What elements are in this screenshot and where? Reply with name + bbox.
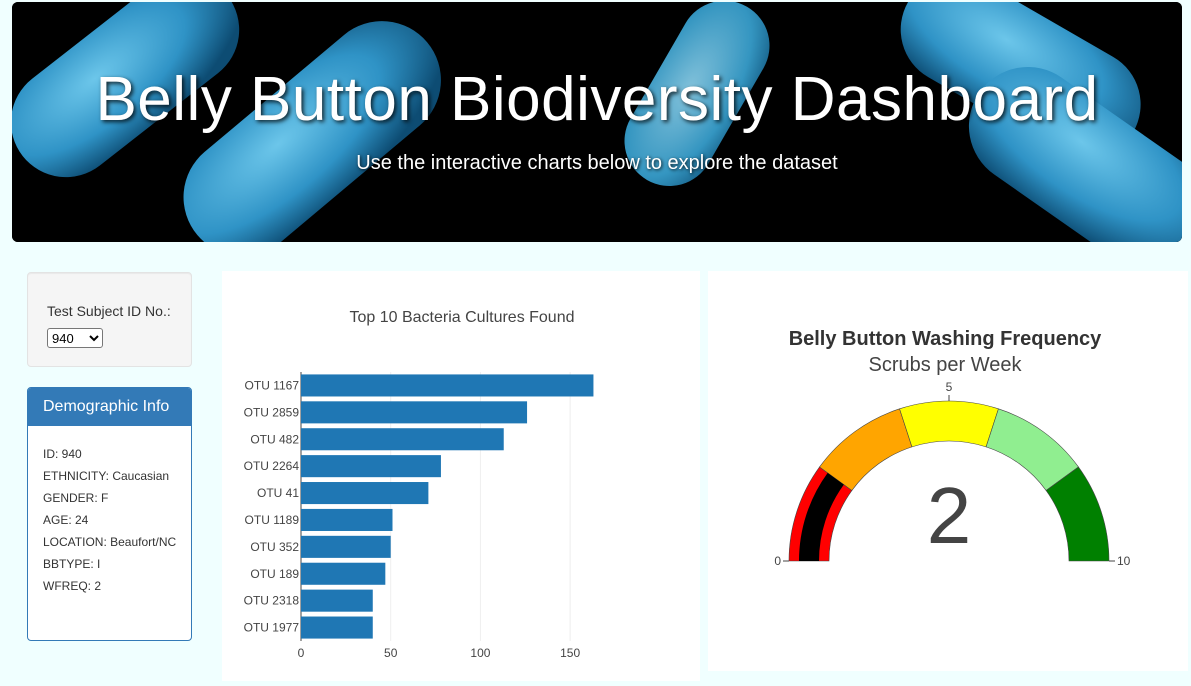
- demographic-info-panel: Demographic Info ID: 940 ETHNICITY: Cauc…: [27, 387, 192, 641]
- gauge-tick-label: 5: [946, 380, 953, 394]
- subject-id-label: Test Subject ID No.:: [47, 303, 171, 319]
- page-title: Belly Button Biodiversity Dashboard: [95, 65, 1099, 134]
- y-tick-label: OTU 189: [250, 567, 299, 581]
- x-tick-label: 50: [384, 646, 398, 660]
- gauge-band: [1045, 466, 1110, 562]
- demographic-item-wfreq: WFREQ: 2: [43, 579, 102, 593]
- gauge-chart-card: Belly Button Washing Frequency Scrubs pe…: [708, 271, 1188, 671]
- y-tick-label: OTU 1167: [245, 378, 300, 392]
- demographic-list: ID: 940 ETHNICITY: Caucasian GENDER: F A…: [28, 426, 191, 593]
- y-tick-label: OTU 2264: [244, 459, 300, 473]
- demographic-item-age: AGE: 24: [43, 513, 89, 527]
- y-tick-label: OTU 1977: [244, 621, 300, 635]
- gauge-value-bar: [799, 472, 844, 561]
- bar[interactable]: [301, 482, 429, 505]
- bar[interactable]: [301, 562, 386, 585]
- bar[interactable]: [301, 374, 594, 397]
- gauge-tick-label: 0: [774, 554, 781, 568]
- bar-chart-card: Top 10 Bacteria Cultures Found OTU 1167 O…: [222, 271, 700, 681]
- demographic-item-bbtype: BBTYPE: I: [43, 557, 101, 571]
- gauge-band: [899, 400, 999, 448]
- y-tick-label: OTU 41: [257, 486, 299, 500]
- gauge-title: Belly Button Washing Frequency: [789, 328, 1102, 350]
- y-tick-label: OTU 2859: [244, 405, 300, 419]
- bar[interactable]: [301, 589, 373, 612]
- y-tick-label: OTU 2318: [244, 594, 300, 608]
- x-tick-label: 100: [470, 646, 490, 660]
- bar[interactable]: [301, 616, 373, 639]
- x-tick-label: 150: [560, 646, 580, 660]
- bar[interactable]: [301, 508, 393, 531]
- bar[interactable]: [301, 455, 441, 478]
- subject-id-dropdown[interactable]: 940: [47, 328, 103, 348]
- bar-chart-title: Top 10 Bacteria Cultures Found: [349, 309, 574, 326]
- bar[interactable]: [301, 535, 391, 558]
- top10-bar-chart[interactable]: Top 10 Bacteria Cultures Found OTU 1167 O…: [222, 271, 700, 681]
- demographic-item-ethnicity: ETHNICITY: Caucasian: [43, 469, 170, 483]
- page-subtitle: Use the interactive charts below to expl…: [356, 152, 838, 174]
- gauge-value: 2: [927, 471, 972, 560]
- demographic-item-gender: GENDER: F: [43, 491, 109, 505]
- washing-frequency-gauge[interactable]: Belly Button Washing Frequency Scrubs pe…: [708, 271, 1188, 671]
- demographic-info-title: Demographic Info: [28, 388, 191, 426]
- gauge-subtitle: Scrubs per Week: [868, 354, 1022, 376]
- y-tick-label: OTU 482: [250, 432, 299, 446]
- y-tick-label: OTU 352: [250, 540, 299, 554]
- hero-banner: Belly Button Biodiversity Dashboard Use …: [12, 2, 1182, 242]
- bar[interactable]: [301, 428, 504, 451]
- bar[interactable]: [301, 401, 528, 424]
- y-tick-label: OTU 1189: [245, 513, 300, 527]
- demographic-item-id: ID: 940: [43, 447, 82, 461]
- demographic-item-location: LOCATION: Beaufort/NC: [43, 535, 177, 549]
- gauge-tick-label: 10: [1117, 554, 1131, 568]
- x-tick-label: 0: [298, 646, 305, 660]
- bacteria-background-image: [12, 2, 1182, 242]
- subject-selector-panel: Test Subject ID No.: 940: [27, 272, 192, 367]
